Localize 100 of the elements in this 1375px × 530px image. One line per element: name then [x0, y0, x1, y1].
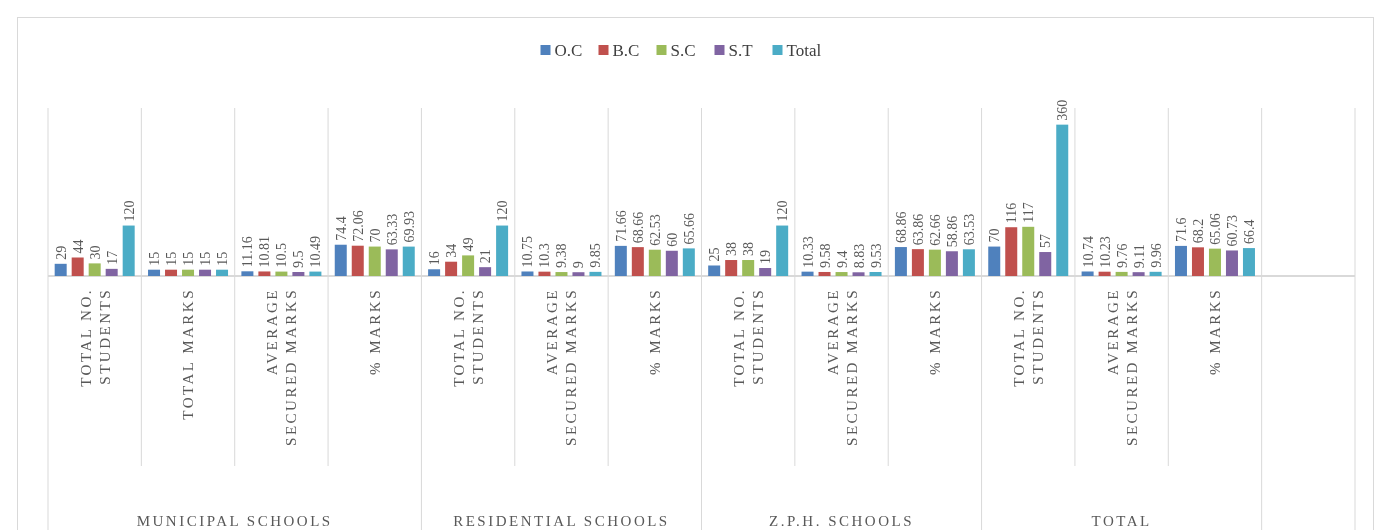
bar	[105, 268, 118, 276]
data-label: 68.86	[893, 211, 909, 244]
data-label: 44	[70, 239, 86, 254]
x-tick-label: AVERAGE SECURED MARKS	[264, 288, 300, 446]
data-label: 70	[367, 228, 383, 243]
legend-label: S.T	[728, 41, 754, 60]
x-tick-label: TOTAL NO. STUDENTS	[1011, 288, 1047, 387]
text: TOTAL	[1091, 513, 1152, 529]
bar	[1174, 245, 1187, 276]
data-label: 72.06	[350, 210, 366, 242]
x-tick-label: % MARKS	[926, 288, 943, 376]
data-label: 120	[121, 200, 137, 222]
bar	[1056, 124, 1069, 276]
data-label: 10.33	[800, 236, 816, 268]
data-label: 21	[478, 249, 494, 264]
x-tick-label: AVERAGE SECURED MARKS	[1104, 288, 1140, 446]
bar	[962, 249, 975, 276]
data-label: 9.38	[554, 243, 570, 269]
bar	[1149, 271, 1162, 276]
data-label: 11.16	[240, 236, 256, 268]
bar	[1225, 250, 1238, 276]
bar	[725, 260, 738, 276]
legend-label: B.C	[612, 41, 640, 60]
bar	[742, 260, 755, 276]
data-label: 38	[741, 242, 757, 257]
data-label: 9.85	[588, 243, 604, 268]
data-label: 120	[495, 200, 511, 222]
data-label: 15	[198, 251, 214, 266]
bar	[708, 265, 721, 276]
bar	[1208, 248, 1221, 276]
x-tick-label: TOTAL NO. STUDENTS	[77, 288, 113, 387]
bar	[682, 248, 695, 276]
text: RESIDENTIAL SCHOOLS	[453, 513, 670, 529]
data-label: 15	[147, 251, 163, 266]
data-label: 9	[571, 261, 587, 269]
legend-label: O.C	[554, 41, 583, 60]
data-label: 49	[461, 237, 477, 252]
bar	[385, 249, 398, 276]
data-label: 9.5	[291, 250, 307, 269]
bar	[648, 249, 661, 276]
data-label: 117	[1021, 202, 1037, 223]
bar	[88, 263, 101, 276]
data-label: 16	[427, 251, 443, 266]
bar	[869, 271, 882, 276]
data-label: 9.11	[1131, 244, 1147, 269]
legend-label: S.C	[670, 41, 696, 60]
bar	[1242, 248, 1255, 276]
data-label: 74.4	[333, 216, 349, 241]
data-label: 29	[53, 245, 69, 260]
x-tick-label: TOTAL NO. STUDENTS	[451, 288, 487, 387]
bar	[1098, 271, 1111, 276]
bar	[148, 269, 161, 276]
data-label: 71.6	[1173, 217, 1189, 242]
data-label: 70	[987, 228, 1003, 243]
bar	[122, 225, 135, 276]
data-label: 69.93	[401, 211, 417, 243]
data-label: 62.66	[927, 214, 943, 246]
data-label: 25	[707, 247, 723, 262]
legend-label: Total	[786, 41, 822, 60]
data-label: 57	[1038, 234, 1054, 249]
data-label: 120	[775, 200, 791, 222]
x-tick-label: TOTAL MARKS	[180, 288, 197, 420]
bar	[614, 245, 627, 276]
data-label: 360	[1055, 99, 1071, 121]
bar	[1039, 252, 1052, 276]
data-label: 10.3	[537, 243, 553, 268]
x-tick-label: AVERAGE SECURED MARKS	[824, 288, 860, 446]
bar	[479, 267, 492, 276]
data-label: 15	[215, 251, 231, 266]
bar	[555, 272, 568, 276]
bar	[428, 269, 441, 276]
data-label: 116	[1004, 202, 1020, 224]
data-label: 68.66	[630, 211, 646, 244]
data-label: 30	[87, 245, 103, 260]
bar	[351, 245, 364, 276]
bar	[1081, 271, 1094, 276]
bar	[275, 271, 288, 276]
x-tick-label: % MARKS	[1206, 288, 1223, 376]
bar	[665, 250, 678, 276]
bar	[368, 246, 381, 276]
bar	[631, 247, 644, 276]
bar	[71, 257, 84, 276]
data-label: 60.73	[1224, 214, 1240, 247]
bar	[589, 271, 602, 276]
data-label: 34	[444, 243, 460, 258]
bar	[402, 246, 415, 276]
data-label: 68.2	[1190, 218, 1206, 244]
data-label: 9.58	[817, 243, 833, 268]
bar	[521, 271, 534, 276]
data-label: 62.53	[647, 214, 663, 246]
bar	[1022, 226, 1035, 276]
bar	[165, 269, 178, 276]
bar	[988, 246, 1001, 276]
bar	[496, 225, 509, 276]
bar	[852, 272, 865, 276]
data-label: 65.06	[1207, 213, 1223, 245]
data-label: 10.23	[1097, 236, 1113, 268]
bar	[776, 225, 789, 276]
bar	[309, 271, 322, 276]
bar	[1132, 272, 1145, 276]
